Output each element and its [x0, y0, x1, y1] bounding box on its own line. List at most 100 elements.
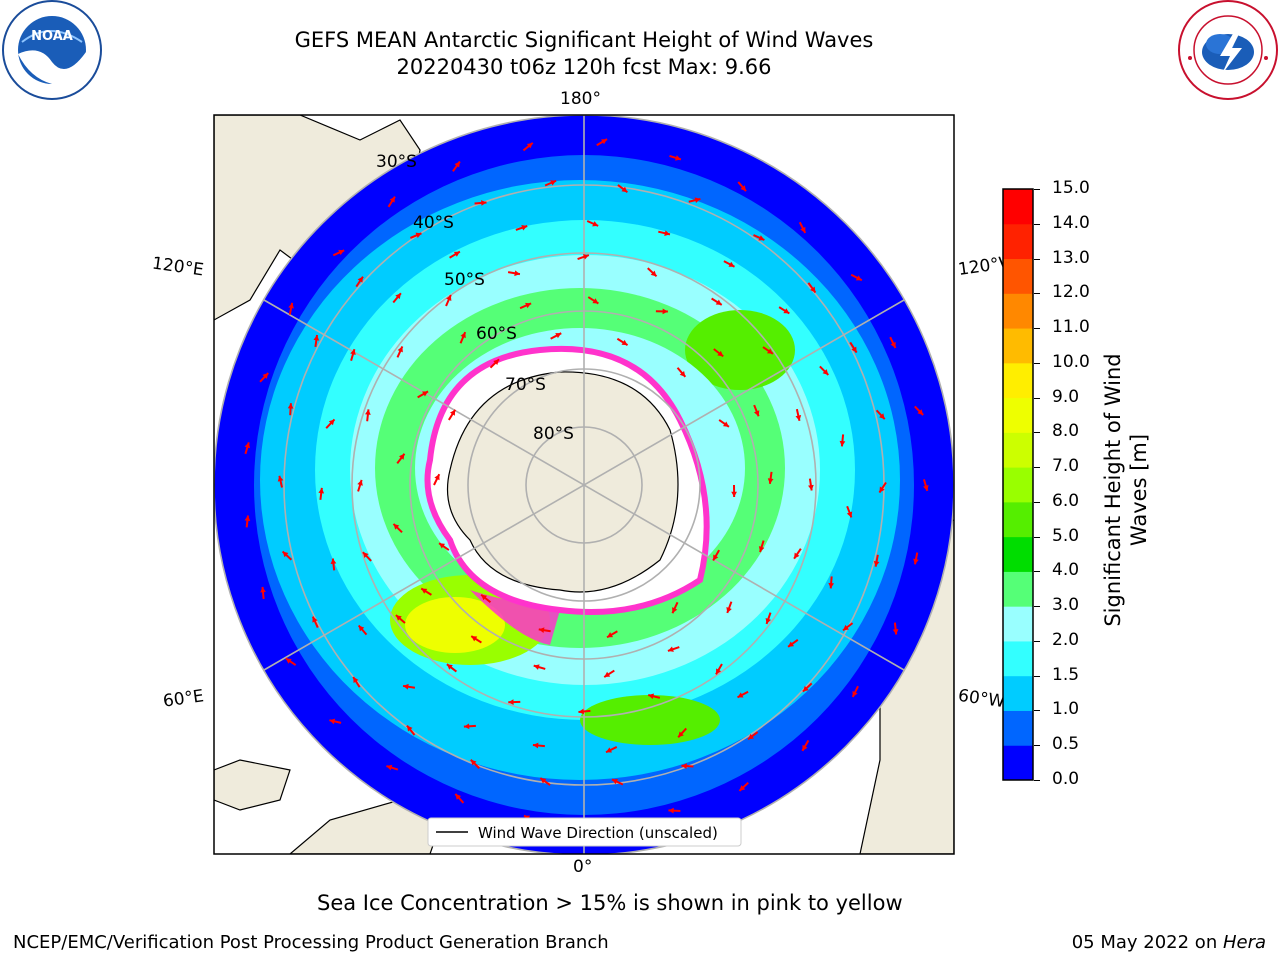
wave-arrow-head — [540, 778, 547, 784]
colorbar-tick-label: 6.0 — [1052, 490, 1080, 511]
lon-label-top: 180° — [560, 89, 601, 109]
wave-arrow-head — [662, 308, 668, 315]
wave-arrow-head — [262, 373, 269, 379]
colorbar-tick-mark — [1034, 432, 1040, 434]
wave-arrow-head — [694, 197, 701, 203]
wave-arrow-head — [508, 699, 514, 705]
wave-arrow-head — [621, 339, 628, 346]
colorbar-block — [1003, 467, 1033, 503]
wave-arrow-head — [726, 607, 732, 613]
wave-arrow-head — [277, 475, 284, 482]
wave-arrow-head — [621, 186, 628, 193]
wave-arrow-head — [421, 588, 428, 594]
wave-arrow-head — [285, 658, 292, 664]
wave-arrow-head — [393, 523, 400, 530]
wave-arrow-head — [717, 350, 724, 357]
sea-ice-caption: Sea Ice Concentration > 15% is shown in … — [317, 891, 903, 915]
wave-arrow-head — [330, 558, 337, 565]
colorbar-block — [1003, 362, 1033, 399]
wave-arrow-head — [879, 486, 885, 493]
colorbar-block — [1003, 223, 1033, 260]
wave-arrow-head — [538, 627, 545, 634]
wave-arrow-head — [767, 478, 774, 484]
colorbar-block — [1003, 293, 1033, 329]
colorbar-block — [1003, 606, 1033, 642]
date-footer: 05 May 2022 on Hera — [1072, 932, 1266, 953]
wave-arrow-head — [312, 616, 318, 623]
wave-arrow-head — [526, 142, 533, 149]
lat-label-50s: 50°S — [444, 270, 485, 290]
wave-arrow-head — [748, 733, 754, 740]
colorbar-title: Significant Height of Wind Waves [m] — [1100, 340, 1152, 640]
legend-label: Wind Wave Direction (unscaled) — [478, 824, 718, 842]
noaa-logo-text: NOAA — [31, 29, 73, 44]
wave-arrow-head — [398, 453, 405, 460]
wave-arrow-head — [672, 607, 678, 614]
wave-arrow-head — [766, 348, 773, 354]
wave-arrow-head — [439, 543, 446, 549]
wave-arrow-head — [532, 742, 539, 749]
wave-arrow-head — [716, 668, 722, 675]
wave-arrow-head — [313, 334, 320, 341]
wave-arrow-head — [338, 249, 345, 256]
wave-arrow-head — [873, 560, 880, 567]
colorbar-tick-mark — [1034, 675, 1040, 677]
wave-arrow-head — [455, 793, 462, 800]
wave-arrow-head — [892, 629, 899, 635]
wave-arrow-head — [365, 409, 371, 415]
wave-arrow-head — [765, 618, 772, 624]
wave-arrow-head — [446, 664, 453, 670]
colorbar-tick-label: 12.0 — [1052, 282, 1090, 303]
wave-arrow-head — [667, 646, 674, 652]
wave-arrow-head — [737, 692, 744, 698]
colorbar-block — [1003, 328, 1033, 364]
wave-arrow-head — [810, 286, 816, 293]
colorbar-tick-label: 7.0 — [1052, 456, 1080, 477]
wave-arrow-head — [453, 251, 460, 257]
wave-arrow-head — [582, 254, 589, 260]
wave-arrow-head — [753, 410, 760, 417]
wave-arrow-head — [555, 333, 562, 339]
wave-arrow-head — [353, 676, 359, 683]
wave-arrow-head — [282, 551, 289, 558]
wave-arrow-head — [668, 807, 674, 814]
wave-arrow-head — [592, 221, 599, 227]
wave-arrow-head — [795, 415, 802, 421]
colorbar-block — [1003, 710, 1033, 746]
colorbar-tick-mark — [1034, 710, 1040, 712]
wave-arrow-head — [318, 487, 325, 494]
wave-arrow-head — [471, 636, 478, 642]
wave-arrow-head — [852, 690, 858, 697]
wave-arrow-head — [758, 546, 765, 553]
colorbar-tick-mark — [1034, 467, 1040, 469]
lat-label-60s: 60°S — [476, 324, 517, 344]
wave-arrow-head — [514, 270, 520, 277]
wave-arrow-head — [828, 582, 835, 589]
chart-title-line1: GEFS MEAN Antarctic Significant Height o… — [294, 28, 874, 52]
wave-arrow-head — [794, 552, 800, 559]
wave-arrow-head — [550, 180, 557, 186]
colorbar — [1002, 188, 1034, 781]
wave-arrow-head — [722, 421, 729, 427]
map-frame — [213, 114, 955, 855]
map-legend: Wind Wave Direction (unscaled) — [427, 817, 742, 847]
wave-arrow-head — [460, 332, 466, 339]
lat-label-40s: 40°S — [413, 213, 454, 233]
wave-arrow-head — [740, 185, 746, 192]
wave-arrow-head — [650, 270, 657, 277]
wave-arrow-head — [788, 641, 795, 647]
wave-arrow-head — [449, 409, 456, 416]
colorbar-tick-label: 9.0 — [1052, 386, 1080, 407]
wave-arrow-head — [739, 785, 746, 791]
colorbar-tick-label: 14.0 — [1052, 212, 1090, 233]
wave-arrow-head — [851, 346, 857, 353]
colorbar-tick-label: 3.0 — [1052, 595, 1080, 616]
colorbar-tick-mark — [1034, 258, 1040, 260]
wave-arrow-head — [675, 155, 681, 161]
wave-arrow-head — [422, 391, 429, 397]
wave-arrow-head — [917, 409, 924, 416]
colorbar-title-line2: Waves [m] — [1127, 433, 1151, 547]
wave-arrow-head — [406, 725, 413, 732]
wave-arrow-head — [578, 708, 584, 715]
